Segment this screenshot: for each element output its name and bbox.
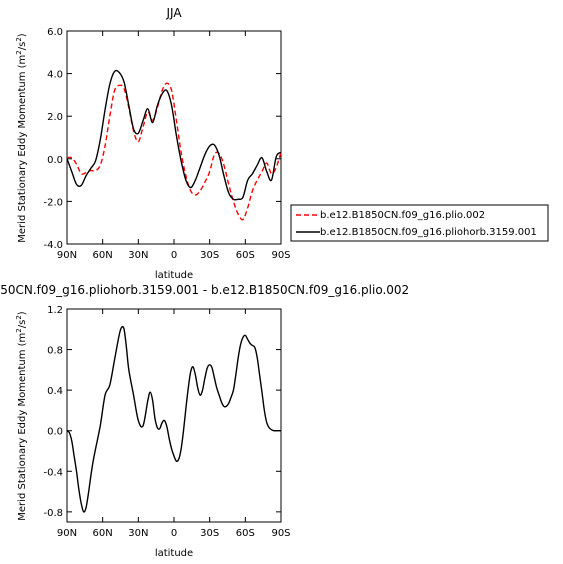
legend-frame <box>290 204 549 242</box>
bottom-chart-series-line-0 <box>66 325 281 513</box>
bottom-chart-y-tick-label: -0.8 <box>43 508 63 519</box>
top-chart-y-tick-label: -4.0 <box>43 240 63 251</box>
top-chart-x-axis-label: latitude <box>155 270 193 281</box>
top-chart-y-axis-label: Merid Stationary Eddy Momentum (m2/s2) <box>15 33 28 243</box>
top-chart-y-tick-label: 4.0 <box>47 70 63 81</box>
bottom-chart-y-tick-label: 0.0 <box>47 427 63 438</box>
bottom-chart-x-tick-label: 60N <box>93 528 113 539</box>
bottom-chart-title: b.e12.B1850CN.f09_g16.pliohorb.3159.001 … <box>0 283 409 297</box>
bottom-chart-x-tick-label: 30S <box>200 528 219 539</box>
top-chart-x-tick-label: 60S <box>236 250 255 261</box>
bottom-chart-y-axis-label-main: Merid Stationary Eddy Momentum (m <box>17 333 28 521</box>
top-chart-y-axis-label-units-tail: /s <box>17 42 28 51</box>
bottom-chart-y-tick-label: -0.4 <box>43 467 63 478</box>
top-chart-x-tick-label: 30N <box>128 250 148 261</box>
bottom-chart-x-tick-label: 0 <box>171 528 177 539</box>
bottom-chart-y-tick-label: 0.4 <box>47 386 63 397</box>
bottom-chart-x-tick-label: 90S <box>271 528 290 539</box>
top-chart-y-tick-label: -2.0 <box>43 197 63 208</box>
top-chart-y-tick-label: 0.0 <box>47 155 63 166</box>
legend-label-plio: b.e12.B1850CN.f09_g16.plio.002 <box>320 210 485 221</box>
top-chart-series-line-1 <box>66 69 282 201</box>
top-chart-x-tick-label: 0 <box>171 250 177 261</box>
top-chart: JJA 90N 60N 30N 0 30S 60S 90S -4.0 -2.0 0.0 2.0 4.0… <box>15 6 291 281</box>
bottom-chart-x-axis-label: latitude <box>155 548 193 559</box>
top-chart-plot-frame <box>66 30 282 245</box>
top-chart-x-tick-label: 90S <box>271 250 290 261</box>
top-chart-y-axis-label-main: Merid Stationary Eddy Momentum (m <box>17 55 28 243</box>
bottom-chart-y-tick-label: 0.8 <box>47 346 63 357</box>
legend: b.e12.B1850CN.f09_g16.plio.002 b.e12.B18… <box>290 204 549 242</box>
top-chart-x-tick-label: 90N <box>57 250 77 261</box>
top-chart-series-line-0 <box>66 82 282 221</box>
bottom-chart-x-tick-label: 60S <box>236 528 255 539</box>
bottom-chart-ticks: 90N 60N 30N 0 30S 60S 90S -0.8 -0.4 0.0 0.4 0.8 1.2 <box>43 305 290 539</box>
bottom-chart-x-tick-label: 30N <box>128 528 148 539</box>
top-chart-title: JJA <box>165 6 182 20</box>
top-chart-lines <box>66 69 282 221</box>
top-chart-ticks: 90N 60N 30N 0 30S 60S 90S -4.0 -2.0 0.0 2.0 4.0 6.0 <box>43 27 290 261</box>
top-chart-y-tick-label: 6.0 <box>47 27 63 38</box>
top-chart-y-tick-label: 2.0 <box>47 112 63 123</box>
top-chart-x-tick-label: 30S <box>200 250 219 261</box>
bottom-chart: b.e12.B1850CN.f09_g16.pliohorb.3159.001 … <box>0 283 409 559</box>
bottom-chart-x-tick-label: 90N <box>57 528 77 539</box>
top-chart-x-tick-label: 60N <box>93 250 113 261</box>
bottom-chart-y-axis-label: Merid Stationary Eddy Momentum (m2/s2) <box>15 311 28 521</box>
bottom-chart-y-tick-label: 1.2 <box>47 305 63 316</box>
legend-label-pliohorb: b.e12.B1850CN.f09_g16.pliohorb.3159.001 <box>320 227 537 238</box>
bottom-chart-lines <box>66 325 281 513</box>
bottom-chart-y-axis-label-units-tail: /s <box>17 320 28 329</box>
